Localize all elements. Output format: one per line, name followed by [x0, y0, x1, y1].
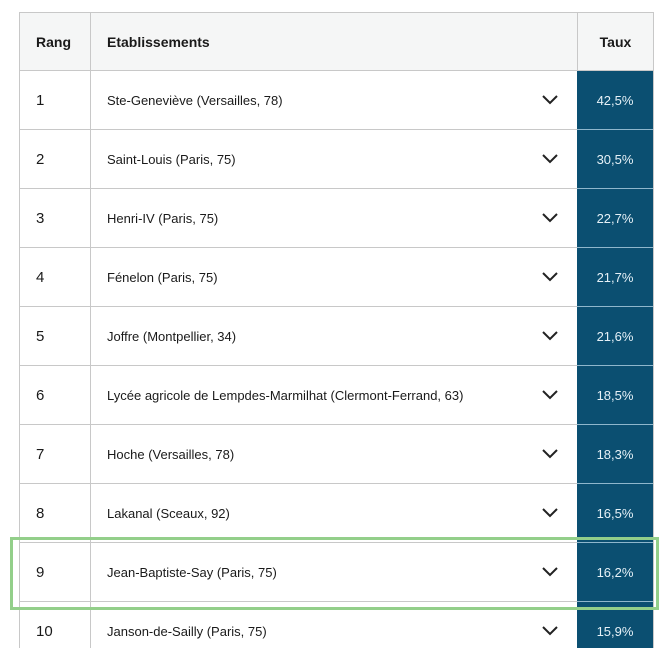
table-row[interactable]: 3 Henri-IV (Paris, 75) 22,7%: [20, 189, 653, 248]
establishment-name: Janson-de-Sailly (Paris, 75): [107, 623, 267, 639]
chevron-down-icon[interactable]: [541, 153, 559, 165]
establishment-cell[interactable]: Henri-IV (Paris, 75): [91, 189, 577, 247]
establishment-name: Fénelon (Paris, 75): [107, 269, 218, 285]
chevron-down-icon[interactable]: [541, 212, 559, 224]
rank-cell: 5: [20, 307, 91, 365]
rate-cell: 16,5%: [577, 484, 653, 543]
bottom-crop: [0, 648, 665, 663]
establishment-cell[interactable]: Fénelon (Paris, 75): [91, 248, 577, 306]
establishment-name: Jean-Baptiste-Say (Paris, 75): [107, 564, 277, 580]
chevron-down-icon[interactable]: [541, 330, 559, 342]
chevron-down-icon[interactable]: [541, 507, 559, 519]
rate-cell: 21,7%: [577, 248, 653, 307]
chevron-down-icon[interactable]: [541, 389, 559, 401]
table-row[interactable]: 4 Fénelon (Paris, 75) 21,7%: [20, 248, 653, 307]
establishment-name: Hoche (Versailles, 78): [107, 446, 235, 462]
table-row[interactable]: 5 Joffre (Montpellier, 34) 21,6%: [20, 307, 653, 366]
rank-cell: 9: [20, 543, 91, 601]
ranking-table: Rang Etablissements Taux 1 Ste-Geneviève…: [19, 12, 654, 661]
rate-cell: 42,5%: [577, 71, 653, 130]
rate-cell: 22,7%: [577, 189, 653, 248]
establishment-cell[interactable]: Lakanal (Sceaux, 92): [91, 484, 577, 542]
rate-cell: 21,6%: [577, 307, 653, 366]
establishment-cell[interactable]: Joffre (Montpellier, 34): [91, 307, 577, 365]
rate-cell: 18,3%: [577, 425, 653, 484]
rank-cell: 1: [20, 71, 91, 129]
establishment-name: Saint-Louis (Paris, 75): [107, 151, 236, 167]
establishment-name: Joffre (Montpellier, 34): [107, 328, 237, 344]
rate-cell: 18,5%: [577, 366, 653, 425]
chevron-down-icon[interactable]: [541, 448, 559, 460]
rank-cell: 4: [20, 248, 91, 306]
rate-cell: 30,5%: [577, 130, 653, 189]
establishment-cell[interactable]: Lycée agricole de Lempdes-Marmilhat (Cle…: [91, 366, 577, 424]
establishment-cell[interactable]: Hoche (Versailles, 78): [91, 425, 577, 483]
chevron-down-icon[interactable]: [541, 566, 559, 578]
establishment-cell[interactable]: Ste-Geneviève (Versailles, 78): [91, 71, 577, 129]
table-header: Rang Etablissements Taux: [20, 13, 653, 71]
establishment-cell[interactable]: Saint-Louis (Paris, 75): [91, 130, 577, 188]
table-row[interactable]: 6 Lycée agricole de Lempdes-Marmilhat (C…: [20, 366, 653, 425]
rank-cell: 8: [20, 484, 91, 542]
table-row[interactable]: 1 Ste-Geneviève (Versailles, 78) 42,5%: [20, 71, 653, 130]
establishment-name: Ste-Geneviève (Versailles, 78): [107, 92, 283, 108]
chevron-down-icon[interactable]: [541, 625, 559, 637]
header-rate: Taux: [577, 13, 653, 70]
rank-cell: 6: [20, 366, 91, 424]
table-row[interactable]: 7 Hoche (Versailles, 78) 18,3%: [20, 425, 653, 484]
chevron-down-icon[interactable]: [541, 271, 559, 283]
establishment-cell[interactable]: Jean-Baptiste-Say (Paris, 75): [91, 543, 577, 601]
rank-cell: 2: [20, 130, 91, 188]
table-row[interactable]: 2 Saint-Louis (Paris, 75) 30,5%: [20, 130, 653, 189]
establishment-name: Lycée agricole de Lempdes-Marmilhat (Cle…: [107, 387, 464, 403]
rank-cell: 7: [20, 425, 91, 483]
table-row-highlighted[interactable]: 9 Jean-Baptiste-Say (Paris, 75) 16,2%: [20, 543, 653, 602]
rank-cell: 10: [20, 602, 91, 660]
establishment-cell[interactable]: Janson-de-Sailly (Paris, 75): [91, 602, 577, 660]
establishment-name: Henri-IV (Paris, 75): [107, 210, 219, 226]
chevron-down-icon[interactable]: [541, 94, 559, 106]
rank-cell: 3: [20, 189, 91, 247]
header-establishments: Etablissements: [107, 33, 210, 50]
establishment-name: Lakanal (Sceaux, 92): [107, 505, 230, 521]
rate-cell: 16,2%: [577, 543, 653, 602]
header-rank: Rang: [20, 13, 91, 70]
table-row[interactable]: 8 Lakanal (Sceaux, 92) 16,5%: [20, 484, 653, 543]
